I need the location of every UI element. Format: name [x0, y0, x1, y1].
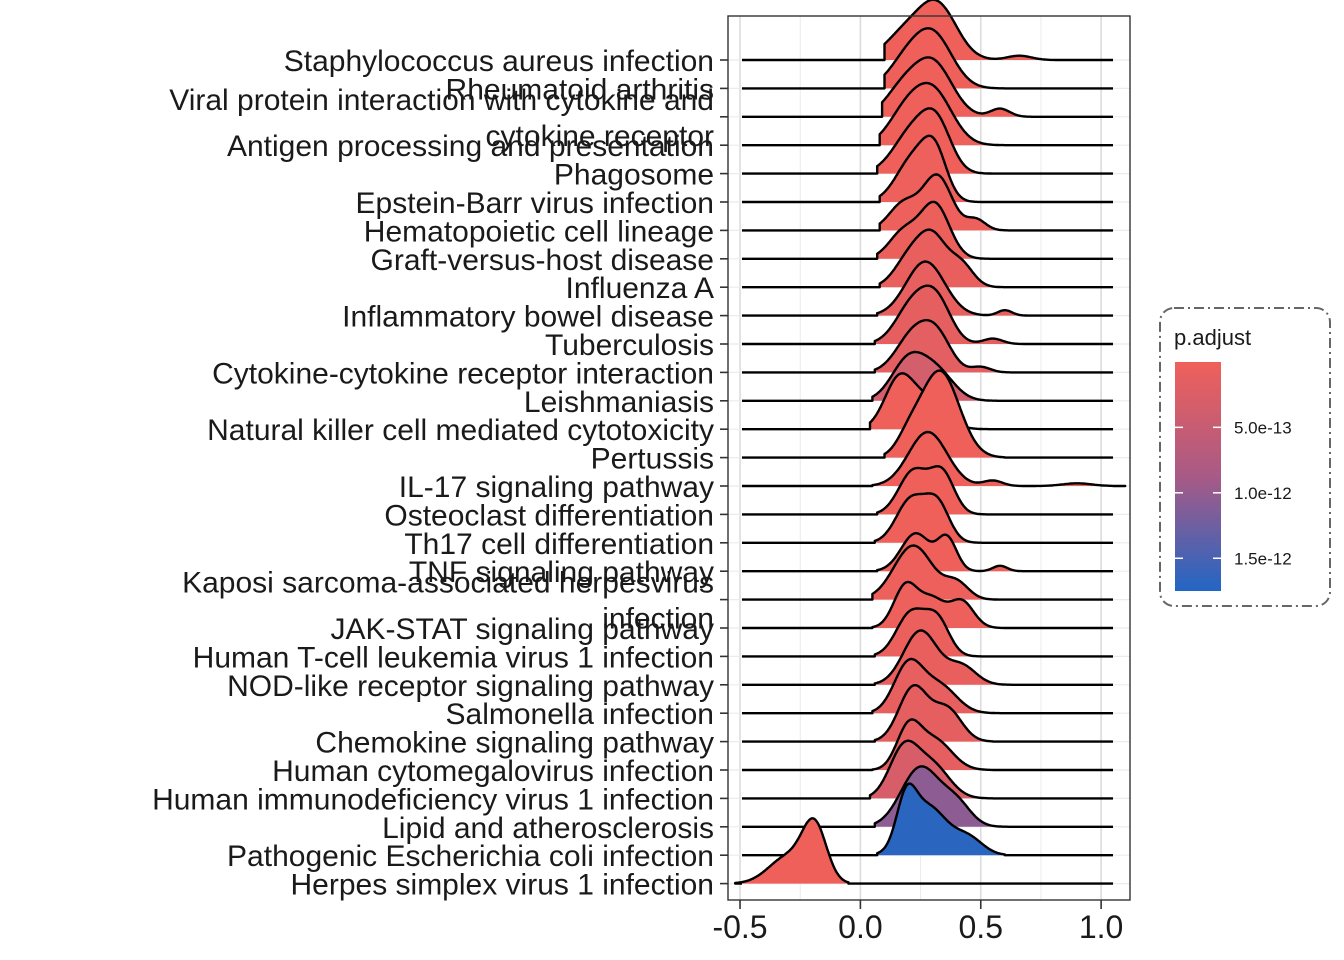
y-tick-label: Human T-cell leukemia virus 1 infection [193, 641, 714, 674]
ridge-fill [879, 174, 1017, 231]
ridge-outline [742, 56, 1113, 118]
y-tick-label: Tuberculosis [545, 329, 714, 362]
y-tick-label: Viral protein interaction with cytokine … [169, 84, 714, 153]
y-tick-label: NOD-like receptor signaling pathway [227, 670, 714, 703]
x-axis: -0.5 0.0 0.5 1.0 [712, 900, 1123, 945]
ridge-outline [742, 607, 1113, 658]
ridge-outline [742, 284, 1113, 346]
x-tick-label: 0.5 [959, 909, 1003, 945]
y-tick-label: JAK-STAT signaling pathway [330, 613, 714, 646]
ridge-fill [874, 493, 1005, 543]
ridge [742, 369, 1113, 459]
ridge-outline [742, 739, 1113, 800]
legend-title: p.adjust [1174, 325, 1251, 350]
y-tick-label: Inflammatory bowel disease [342, 301, 714, 334]
ridge-outline [742, 580, 1113, 630]
ridge-outline [742, 532, 1113, 573]
ridge-outline [742, 629, 1113, 686]
y-tick-label: Staphylococcus aureus infection [284, 45, 714, 78]
y-tick-label: Cytokine-cytokine receptor interaction [212, 357, 714, 390]
ridge-outline [734, 817, 1113, 885]
ridge-outline [742, 107, 1113, 175]
ridges [734, 0, 1127, 885]
ridge-fill [735, 818, 849, 884]
ridge-outline [742, 465, 1113, 516]
y-tick-label: Graft-versus-host disease [371, 244, 714, 277]
ridge-outline [742, 173, 1113, 232]
y-tick-label: Pathogenic Escherichia coli infection [227, 840, 714, 873]
y-tick-label: Human cytomegalovirus infection [272, 755, 714, 788]
y-tick-label: Salmonella infection [446, 698, 715, 731]
ridge [742, 739, 1113, 800]
ridge-outline [742, 0, 1113, 62]
ridge-outline [742, 200, 1113, 260]
legend-tick-label: 5.0e-13 [1234, 418, 1292, 437]
ridge [734, 817, 1113, 885]
ridge [742, 173, 1113, 232]
y-tick-label: IL-17 signaling pathway [399, 471, 714, 504]
legend-ticks: 5.0e-13 1.0e-12 1.5e-12 [1175, 418, 1292, 568]
y-tick-label: Phagosome [554, 159, 714, 192]
y-tick-label: Influenza A [566, 272, 714, 305]
ridge-outline [742, 369, 1113, 459]
x-tick-label: 1.0 [1079, 909, 1123, 945]
legend-tick-label: 1.5e-12 [1234, 549, 1292, 568]
y-tick-label: Natural killer cell mediated cytotoxicit… [207, 414, 714, 447]
ridge-fill [870, 740, 993, 799]
ridge-outline [742, 81, 1113, 147]
ridge-outline [742, 228, 1113, 289]
ridge-outline [742, 782, 1113, 857]
ridge-outline [742, 765, 1113, 828]
ridge-outline [742, 27, 1113, 90]
x-tick-label: 0.0 [838, 909, 882, 945]
ridge-fill [877, 201, 1005, 259]
y-tick-label: TNF signaling pathway [409, 556, 714, 589]
ridge-outline [742, 492, 1113, 544]
ridge-outline [742, 350, 1113, 402]
ridge [742, 134, 1113, 204]
y-axis-labels: Staphylococcus aureus infectionRheumatoi… [152, 45, 728, 902]
y-tick-label: Hematopoietic cell lineage [364, 215, 714, 248]
y-tick-label: Chemokine signaling pathway [315, 727, 714, 760]
ridge-fill [879, 135, 1017, 202]
legend-tick-label: 1.0e-12 [1234, 484, 1292, 503]
y-tick-label: Lipid and atherosclerosis [382, 812, 714, 845]
y-tick-label: Epstein-Barr virus infection [356, 187, 714, 220]
ridge-outline [742, 260, 1113, 317]
y-tick-label: Osteoclast differentiation [384, 499, 714, 532]
ridge-outline [742, 134, 1113, 204]
y-tick-label: Rheumatoid arthritis [446, 73, 714, 106]
y-tick-label: Th17 cell differentiation [404, 528, 714, 561]
y-tick-label: Pertussis [591, 443, 714, 476]
y-tick-label: Herpes simplex virus 1 infection [290, 869, 714, 902]
ridge [742, 782, 1113, 857]
ridge-outline [742, 430, 1127, 488]
legend: p.adjust 5.0e-13 1.0e-12 1.5e-12 [1159, 307, 1331, 607]
y-tick-label: Kaposi sarcoma-associated herpesvirus inf… [182, 567, 714, 636]
ridge-outline [742, 319, 1113, 374]
x-tick-label: -0.5 [712, 909, 767, 945]
y-tick-label: Human immunodeficiency virus 1 infection [152, 783, 714, 816]
ridge [742, 200, 1113, 260]
ridge-outline [742, 657, 1113, 715]
ridge [742, 492, 1113, 544]
y-tick-label: Antigen processing and presentation [227, 130, 714, 163]
y-tick-label: Leishmaniasis [524, 386, 714, 419]
legend-colorbar [1175, 362, 1221, 591]
ridge-outline [742, 718, 1113, 772]
ridge-outline [742, 544, 1113, 601]
ridge-outline [742, 684, 1113, 743]
ridge-fill [884, 370, 1005, 458]
